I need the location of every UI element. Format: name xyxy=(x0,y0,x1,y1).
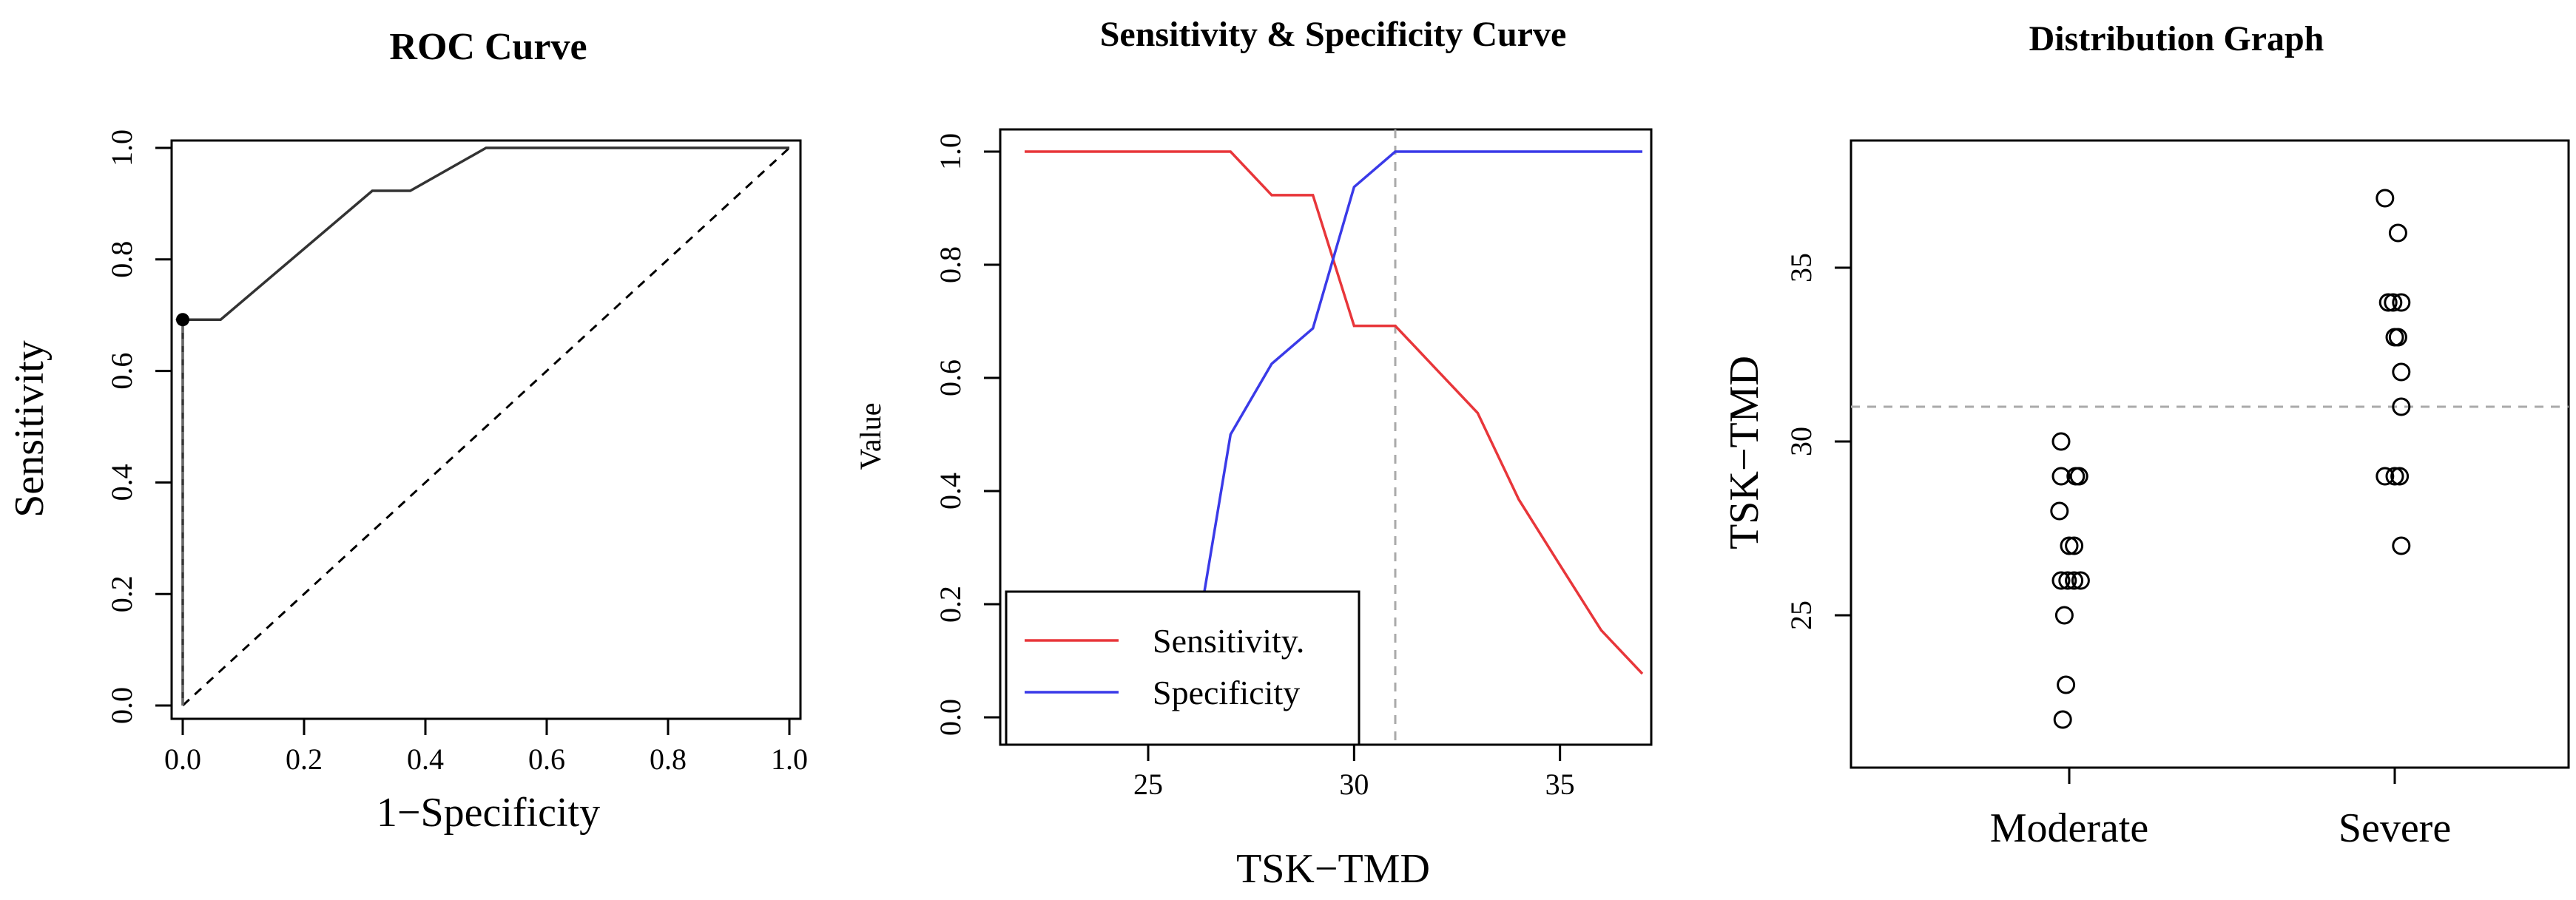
distribution-point-severe xyxy=(2392,397,2411,416)
distribution-panel: Distribution Graph Moderate Severe 25 30 35… xyxy=(1722,19,2570,851)
sens-spec-x-tick-label: 30 xyxy=(1339,768,1369,801)
sens-spec-y-label: Value xyxy=(854,402,887,470)
roc-y-tick-label: 0.8 xyxy=(105,241,138,278)
distribution-point-severe xyxy=(2388,223,2407,243)
distribution-point-moderate xyxy=(2065,571,2084,590)
roc-x-tick-label: 0.6 xyxy=(528,742,565,776)
distribution-point-severe xyxy=(2392,293,2411,312)
distribution-y-tick-label: 30 xyxy=(1784,427,1818,456)
roc-x-tick-label: 0.4 xyxy=(407,742,444,776)
distribution-point-severe xyxy=(2376,189,2395,208)
roc-x-tick-label: 1.0 xyxy=(771,742,808,776)
roc-x-tick-label: 0.0 xyxy=(164,742,201,776)
sens-spec-y-tick-label: 0.4 xyxy=(934,473,967,510)
distribution-point-severe xyxy=(2385,467,2404,486)
distribution-y-tick-label: 35 xyxy=(1784,253,1818,282)
sens-spec-x-tick-label: 35 xyxy=(1545,768,1575,801)
roc-panel: ROC Curve 0.0 0.2 0.4 0.6 0.8 1.0 0.0 0.2 0.4 0.… xyxy=(7,26,808,836)
distribution-point-severe xyxy=(2376,467,2395,486)
distribution-point-severe xyxy=(2392,536,2411,555)
distribution-point-moderate xyxy=(2054,606,2074,625)
roc-x-tick-label: 0.2 xyxy=(286,742,323,776)
distribution-point-moderate xyxy=(2069,467,2088,486)
roc-optimal-point xyxy=(176,313,189,327)
roc-y-tick-label: 0.4 xyxy=(105,464,138,501)
distribution-point-moderate xyxy=(2051,571,2071,590)
roc-reference-line xyxy=(181,146,791,707)
distribution-x-tick-label: Severe xyxy=(2339,805,2451,851)
roc-title: ROC Curve xyxy=(389,26,587,68)
roc-y-tick-label: 0.6 xyxy=(105,353,138,390)
roc-y-label: Sensitivity xyxy=(7,340,53,518)
sens-spec-panel: Sensitivity & Specificity Curve 25 30 35 0… xyxy=(854,15,1653,892)
sens-spec-title: Sensitivity & Specificity Curve xyxy=(1100,15,1567,54)
sens-spec-y-tick-label: 1.0 xyxy=(934,133,967,170)
legend-specificity-label: Specificity xyxy=(1153,674,1300,711)
distribution-point-moderate xyxy=(2051,432,2071,451)
distribution-point-moderate xyxy=(2053,710,2072,729)
roc-x-tick-label: 0.8 xyxy=(650,742,687,776)
distribution-plot-frame xyxy=(1850,139,2570,769)
distribution-point-moderate xyxy=(2065,536,2084,555)
sens-spec-x-label: TSK−TMD xyxy=(1236,846,1430,892)
sens-spec-y-tick-label: 0.6 xyxy=(934,359,967,396)
distribution-point-severe xyxy=(2388,328,2407,347)
distribution-point-severe xyxy=(2392,362,2411,382)
sens-spec-y-tick-label: 0.0 xyxy=(934,699,967,736)
roc-x-label: 1−Specificity xyxy=(377,790,600,836)
distribution-x-tick-label: Moderate xyxy=(1990,805,2149,851)
distribution-point-moderate xyxy=(2051,467,2071,486)
distribution-point-moderate xyxy=(2058,571,2077,590)
distribution-point-moderate xyxy=(2050,501,2069,521)
distribution-y-label: TSK−TMD xyxy=(1722,356,1767,549)
roc-y-tick-label: 0.2 xyxy=(105,575,138,612)
distribution-point-severe xyxy=(2384,293,2403,312)
legend-sensitivity-label: Sensitivity. xyxy=(1153,622,1304,660)
distribution-title: Distribution Graph xyxy=(2029,19,2324,58)
distribution-point-severe xyxy=(2390,467,2410,486)
sensitivity-line xyxy=(1025,150,1644,675)
roc-y-tick-label: 0.0 xyxy=(105,687,138,724)
sens-spec-legend: Sensitivity. Specificity xyxy=(1005,590,1361,746)
distribution-point-moderate xyxy=(2071,571,2090,590)
distribution-point-moderate xyxy=(2060,536,2079,555)
sens-spec-y-tick-label: 0.2 xyxy=(934,586,967,623)
distribution-point-moderate xyxy=(2057,675,2076,694)
roc-plot-frame xyxy=(170,139,802,720)
sens-spec-x-tick-label: 25 xyxy=(1133,768,1163,801)
legend-box xyxy=(1005,590,1361,746)
roc-y-tick-label: 1.0 xyxy=(105,129,138,166)
distribution-y-tick-label: 25 xyxy=(1784,600,1818,630)
distribution-point-severe xyxy=(2378,293,2398,312)
sens-spec-y-tick-label: 0.8 xyxy=(934,246,967,283)
